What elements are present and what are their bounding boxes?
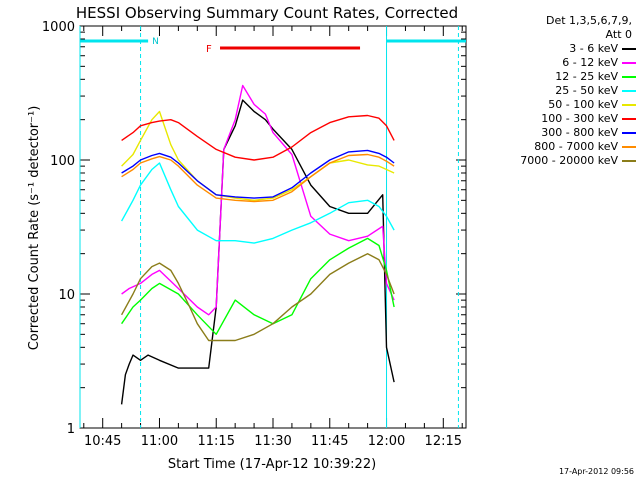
legend-item: 300 - 800 keV [500, 126, 636, 140]
series-line-50-100-kev [121, 110, 395, 202]
series-line-100-300-kev [121, 114, 395, 161]
legend-item: 7000 - 20000 keV [500, 154, 636, 168]
series-line-25-50-kev [120, 162, 395, 244]
legend-item: 3 - 6 keV [500, 42, 636, 56]
legend-label: 6 - 12 keV [562, 56, 618, 69]
y-tick-label: 1000 [42, 20, 75, 35]
series-line-7000-20000-kev [120, 252, 395, 342]
legend-item: 50 - 100 keV [500, 98, 636, 112]
legend-label: 50 - 100 keV [548, 98, 618, 111]
legend-item: 100 - 300 keV [500, 112, 636, 126]
x-tick-label: 11:00 [141, 434, 178, 449]
night-label: N [152, 37, 159, 47]
series-line-12-25-kev [121, 237, 395, 335]
series-line-300-800-kev [121, 149, 395, 199]
legend-item: 12 - 25 keV [500, 70, 636, 84]
observing-markers: NF [79, 26, 466, 428]
legend-swatch [622, 62, 636, 64]
y-tick-label: 1 [67, 422, 75, 437]
x-tick-label: 11:45 [311, 434, 348, 449]
x-tick-label: 11:30 [254, 434, 291, 449]
x-axis-label: Start Time (17-Apr-12 10:39:22) [168, 457, 376, 472]
x-tick-label: 12:00 [368, 434, 405, 449]
x-tick-label: 12:15 [425, 434, 462, 449]
plot-frame [79, 25, 467, 429]
legend-swatch [622, 104, 636, 106]
legend-swatch [622, 146, 636, 148]
legend-item: 25 - 50 keV [500, 84, 636, 98]
legend-swatch [622, 76, 636, 78]
legend-swatch [622, 48, 636, 50]
legend-label: 12 - 25 keV [555, 70, 618, 83]
legend-rows: 3 - 6 keV 6 - 12 keV 12 - 25 keV 25 - 50 ke… [500, 42, 636, 168]
legend-swatch [622, 160, 636, 162]
y-axis: 1 10 100 1000 [42, 20, 466, 437]
legend-item: 6 - 12 keV [500, 56, 636, 70]
series-line-800-7000-kev [121, 153, 395, 203]
flare-label: F [206, 44, 212, 55]
y-tick-label: 10 [58, 288, 75, 303]
legend-label: 100 - 300 keV [541, 112, 618, 125]
legend-label: 3 - 6 keV [569, 42, 618, 55]
legend-attenuator: Att 0 [605, 28, 632, 41]
legend-label: 800 - 7000 keV [534, 140, 618, 153]
legend-item: 800 - 7000 keV [500, 140, 636, 154]
series-line-6-12-kev [121, 84, 395, 316]
legend-swatch [622, 118, 636, 120]
legend-label: 300 - 800 keV [541, 126, 618, 139]
footer-timestamp: 17-Apr-2012 09:56 [558, 467, 634, 476]
legend-label: 7000 - 20000 keV [520, 154, 618, 167]
legend-swatch [622, 90, 636, 92]
legend-detectors: Det 1,3,5,6,7,9, [545, 14, 632, 27]
y-axis-label: Corrected Count Rate (s⁻¹ detector⁻¹) [27, 106, 42, 351]
x-tick-label: 10:45 [84, 434, 121, 449]
legend-label: 25 - 50 keV [555, 84, 618, 97]
series-line-3-6-kev [120, 99, 395, 405]
y-tick-label: 100 [50, 154, 75, 169]
x-tick-label: 11:15 [198, 434, 235, 449]
legend-swatch [622, 132, 636, 134]
series-lines [120, 84, 395, 405]
legend: Det 1,3,5,6,7,9, Att 0 3 - 6 keV 6 - 12 k… [500, 14, 636, 168]
chart-title: HESSI Observing Summary Count Rates, Cor… [76, 4, 458, 22]
x-axis: 10:45 11:00 11:15 11:30 11:45 12:00 12:15 [83, 26, 463, 449]
